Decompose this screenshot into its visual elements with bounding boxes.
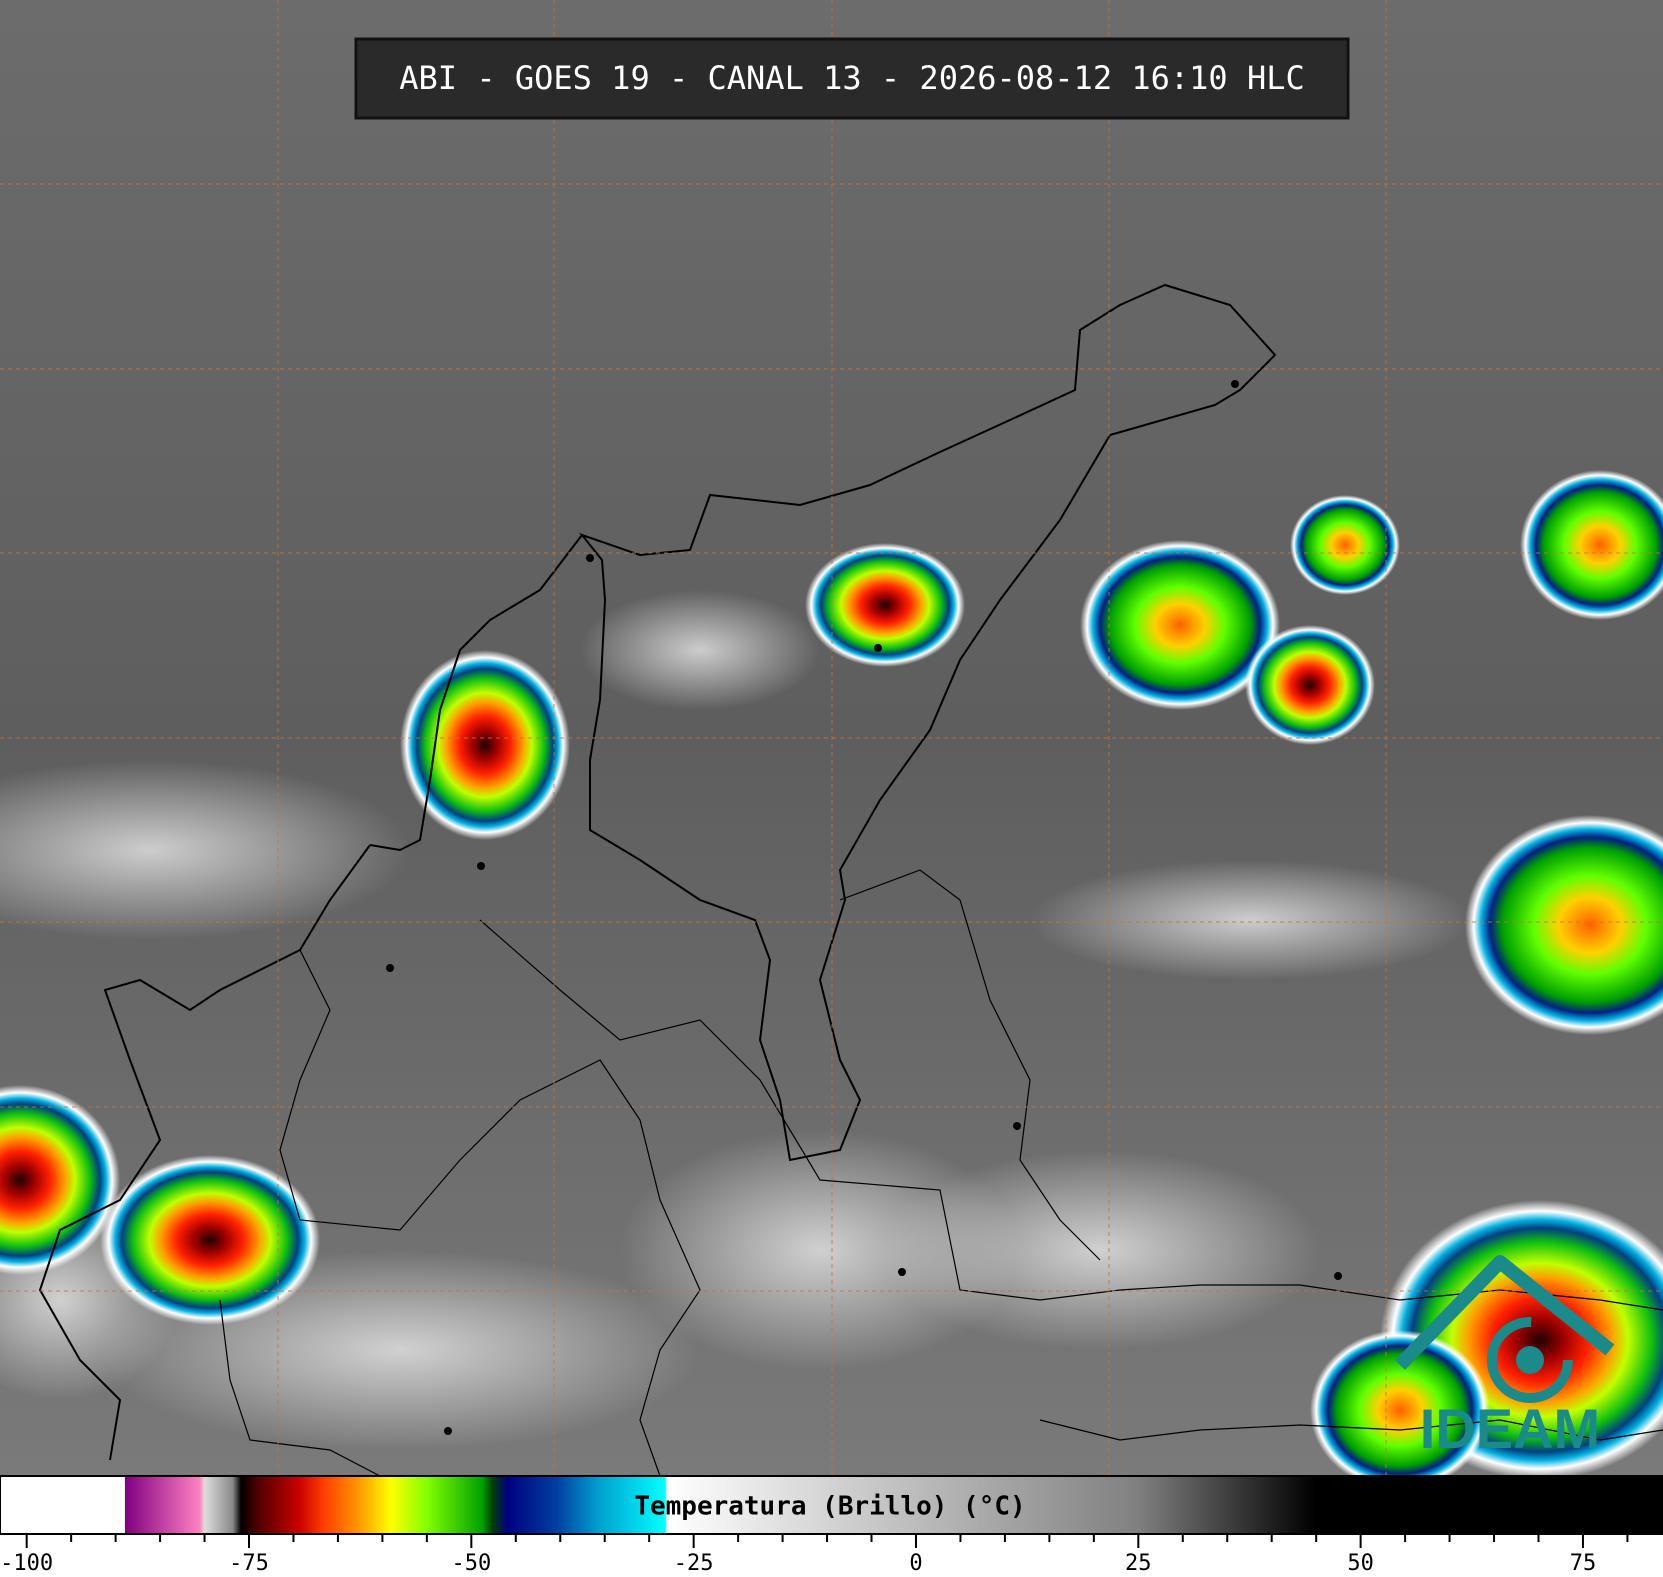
- coastline-borders: [38, 283, 1663, 1477]
- title: ABI - GOES 19 - CANAL 13 - 2026-08-12 16…: [399, 59, 1304, 97]
- satellite-map: IDEAM ABI - GOES 19 - CANAL 13 - 2026-08…: [0, 0, 1663, 1490]
- title-box: [354, 37, 1350, 120]
- colorbar-label: Temperatura (Brillo) (°C): [634, 1492, 1025, 1522]
- colorbar-scale: [0, 1475, 1663, 1535]
- tick-label: 75: [1570, 1551, 1597, 1576]
- tick-label: -75: [229, 1551, 269, 1576]
- logo: IDEAM: [1394, 1255, 1615, 1460]
- tick-label: 0: [909, 1551, 922, 1576]
- tick-label: 25: [1125, 1551, 1152, 1576]
- graticule: [0, 0, 1663, 1476]
- tick-label: 50: [1347, 1551, 1374, 1576]
- colorbar: Temperatura (Brillo) (°C) -100 -75 -50 -25 0…: [0, 1475, 1663, 1576]
- logo-text: IDEAM: [1420, 1397, 1600, 1460]
- tick-label: -50: [451, 1551, 491, 1576]
- storms: [0, 470, 1663, 1490]
- tick-label: -100: [0, 1551, 53, 1576]
- tick-label: -25: [674, 1551, 714, 1576]
- cities: [386, 380, 1342, 1435]
